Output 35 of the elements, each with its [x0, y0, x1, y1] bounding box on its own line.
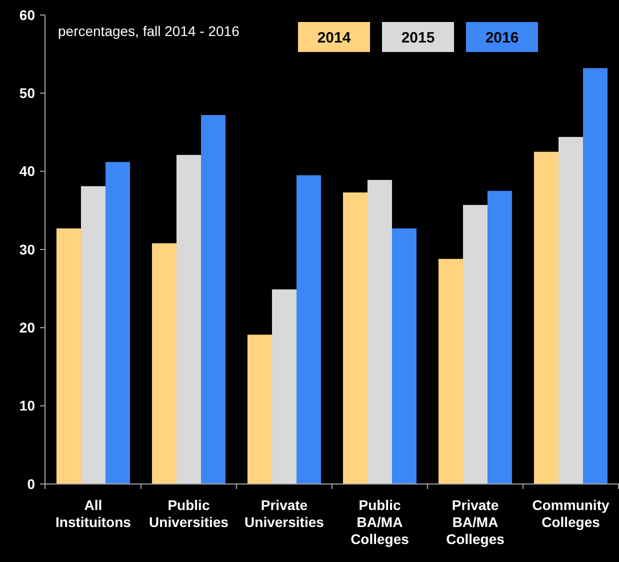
- y-tick-label: 10: [19, 398, 36, 414]
- y-tick-label: 40: [19, 163, 36, 180]
- annotation: percentages, fall 2014 - 2016: [58, 23, 240, 39]
- bar: [296, 175, 322, 484]
- x-tick-label: Community Colleges: [532, 497, 610, 530]
- y-tick-label: 20: [19, 320, 36, 336]
- bar: [105, 162, 130, 484]
- x-tick-label: Public BA/MA Colleges: [350, 497, 410, 547]
- bar: [488, 190, 512, 484]
- bar: [463, 204, 488, 484]
- bar: [200, 115, 226, 484]
- x-tick-label: All Instituitons: [56, 497, 132, 530]
- bar: [558, 136, 584, 484]
- bar: [392, 228, 417, 484]
- bar: [152, 243, 176, 484]
- bar: [80, 186, 106, 484]
- bar: [176, 154, 201, 484]
- bar: [438, 258, 464, 484]
- bar: [534, 152, 559, 484]
- text: 2016: [485, 29, 519, 46]
- y-tick-label: 50: [19, 85, 36, 102]
- x-tick-label: Private BA/MA Colleges: [446, 497, 505, 547]
- bar: [272, 289, 297, 484]
- text: 2015: [401, 29, 435, 46]
- bar: [247, 334, 272, 484]
- y-tick-label: 0: [27, 476, 36, 492]
- bar: [342, 192, 368, 484]
- bar: [56, 228, 81, 484]
- x-tick-label: Private Universities: [244, 497, 324, 530]
- x-tick-label: Public Universities: [149, 497, 229, 530]
- bar: [367, 180, 392, 484]
- text: 2014: [317, 29, 352, 46]
- y-tick-label: 60: [19, 6, 36, 23]
- y-tick-label: 30: [19, 241, 36, 258]
- bar: [583, 68, 608, 484]
